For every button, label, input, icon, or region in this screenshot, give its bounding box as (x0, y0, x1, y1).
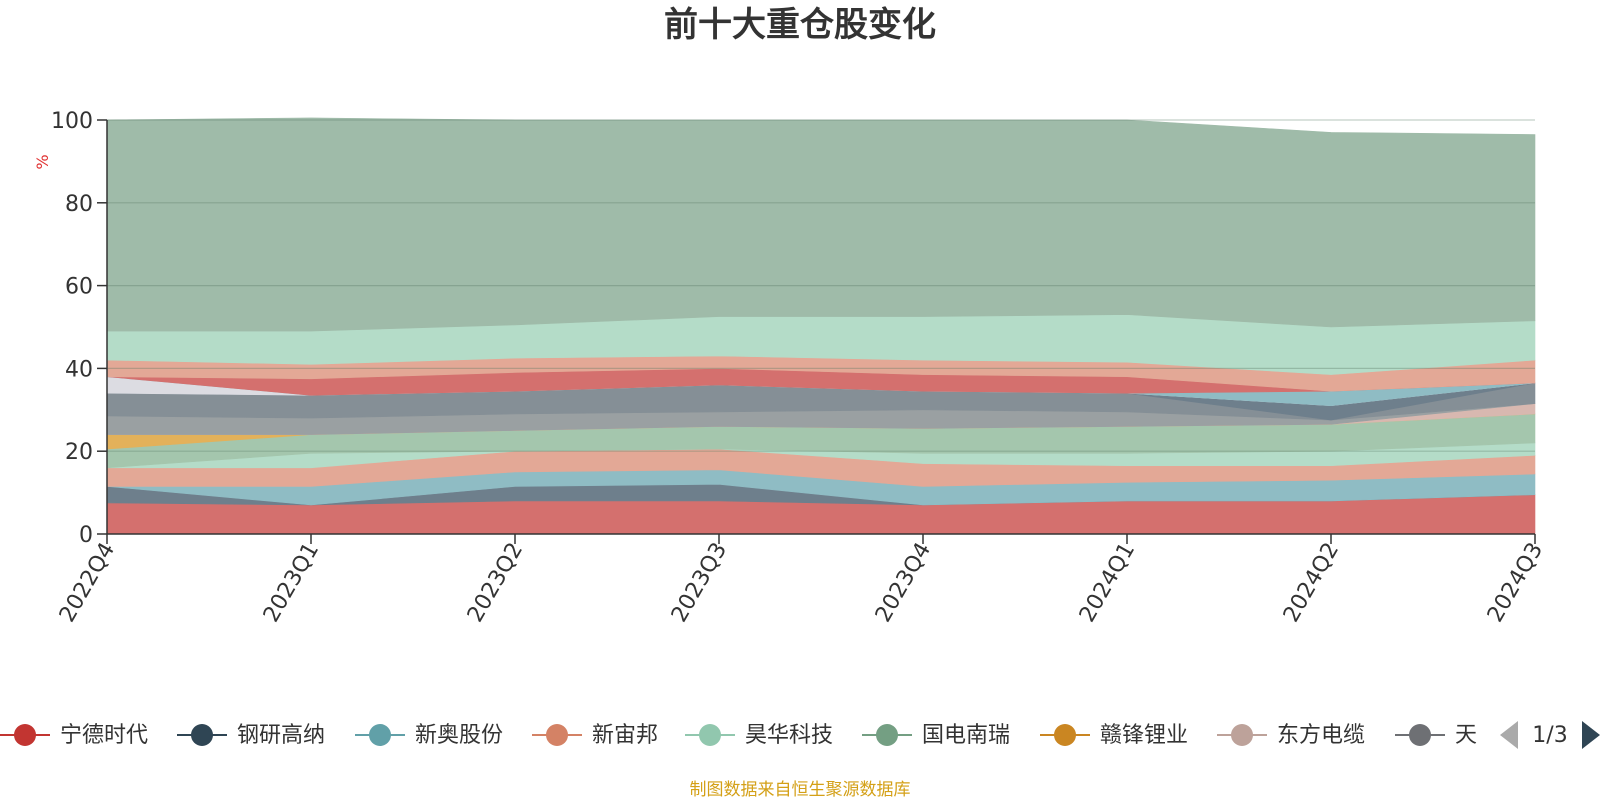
legend-page-indicator: 1/3 (1532, 723, 1567, 748)
legend-next-icon[interactable] (1582, 721, 1600, 749)
legend-label: 新奥股份 (415, 723, 503, 748)
y-tick-label: 60 (65, 275, 93, 300)
area-layer-16 (106, 117, 1536, 332)
x-tick-label: 2024Q2 (1279, 539, 1344, 627)
legend-circle-icon (1231, 724, 1253, 746)
chart-title: 前十大重仓股变化 (664, 5, 936, 45)
x-tick-label: 2024Q1 (1075, 539, 1140, 627)
legend-label: 宁德时代 (60, 723, 148, 748)
grid-lines (107, 119, 1535, 452)
legend-circle-icon (1054, 724, 1076, 746)
y-tick-labels: 0 20 40 60 80 100 (51, 109, 93, 548)
legend-pager: 1/3 (1500, 721, 1600, 749)
area-layers (106, 117, 1536, 535)
y-tick-label: 80 (65, 192, 93, 217)
x-tick-label: 2023Q2 (463, 539, 528, 627)
legend-circle-icon (1409, 724, 1431, 746)
footer-source-note: 制图数据来自恒生聚源数据库 (690, 780, 911, 800)
x-tick-label: 2023Q4 (871, 539, 936, 627)
legend-prev-icon[interactable] (1500, 721, 1518, 749)
legend-item[interactable]: 新奥股份 (355, 723, 503, 748)
legend-label: 天 (1455, 723, 1477, 748)
x-tick-label: 2023Q1 (259, 539, 324, 627)
legend-label: 国电南瑞 (922, 723, 1010, 748)
legend-circle-icon (14, 724, 36, 746)
legend-circle-icon (546, 724, 568, 746)
legend-item[interactable]: 新宙邦 (532, 723, 658, 748)
legend-item[interactable]: 东方电缆 (1217, 723, 1365, 748)
legend-item[interactable]: 钢研高纳 (177, 723, 325, 748)
y-tick-label: 100 (51, 109, 93, 134)
y-tick-label: 20 (65, 440, 93, 465)
legend-item[interactable]: 国电南瑞 (862, 723, 1010, 748)
axes (97, 119, 1536, 544)
legend-label: 钢研高纳 (237, 723, 325, 748)
legend-circle-icon (369, 724, 391, 746)
legend-item[interactable]: 天 (1395, 723, 1477, 748)
y-axis-label: % (33, 154, 52, 169)
x-tick-label: 2024Q3 (1483, 539, 1548, 627)
legend-circle-icon (699, 724, 721, 746)
legend-item[interactable]: 昊华科技 (685, 723, 833, 748)
x-tick-label: 2022Q4 (55, 539, 120, 627)
legend-label: 昊华科技 (745, 723, 833, 748)
x-tick-label: 2023Q3 (667, 539, 732, 627)
legend-label: 东方电缆 (1277, 723, 1365, 748)
legend-label: 新宙邦 (592, 723, 658, 748)
legend-circle-icon (191, 724, 213, 746)
legend-label: 赣锋锂业 (1100, 723, 1188, 748)
legend-item[interactable]: 赣锋锂业 (1040, 723, 1188, 748)
legend-circle-icon (876, 724, 898, 746)
x-tick-labels: 2022Q4 2023Q1 2023Q2 2023Q3 2023Q4 2024Q1 2024… (55, 539, 1548, 627)
legend: 宁德时代 钢研高纳 新奥股份 新宙邦 昊华科技 国电南瑞 赣锋锂业 东方电缆 天 (0, 723, 1477, 748)
y-tick-label: 40 (65, 357, 93, 382)
y-tick-label: 0 (79, 523, 93, 548)
legend-item[interactable]: 宁德时代 (0, 723, 148, 748)
